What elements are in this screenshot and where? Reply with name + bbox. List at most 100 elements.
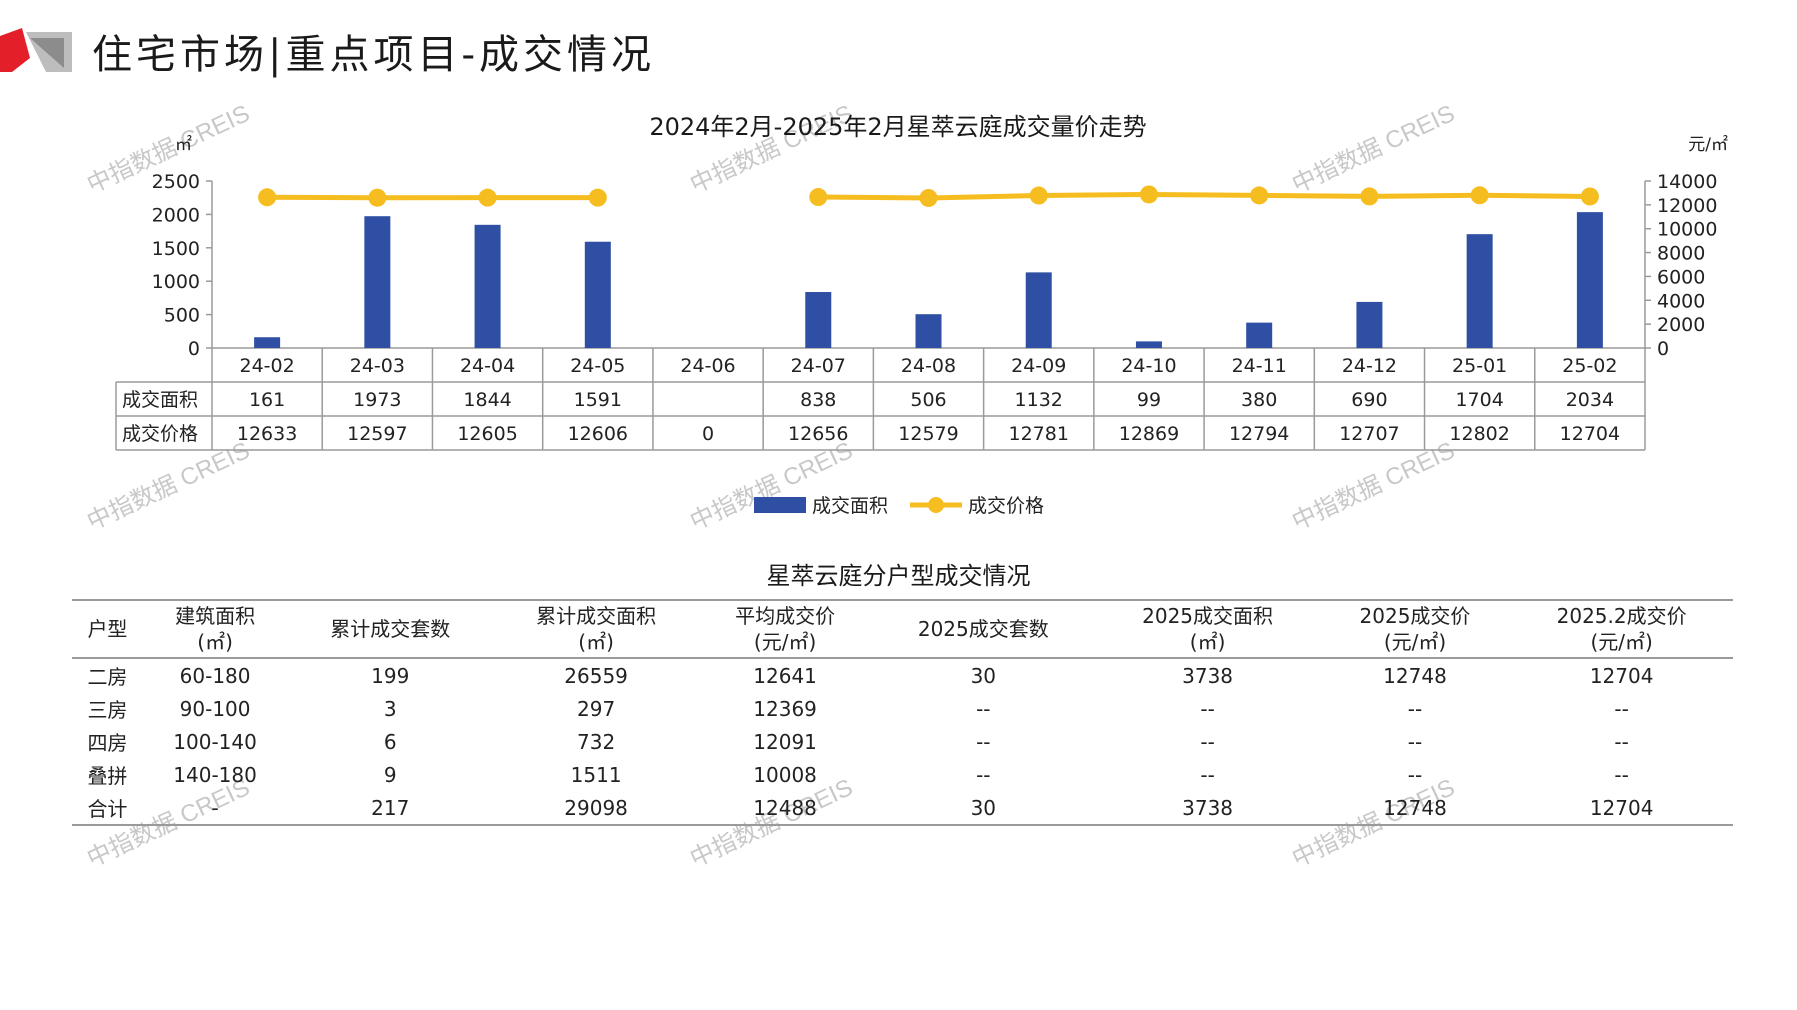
table-cell: 12748 (1319, 791, 1511, 826)
header-text: 2025成交面积 (1142, 604, 1274, 628)
x-tick-label: 24-05 (570, 355, 625, 377)
data-label: 12794 (1229, 423, 1289, 445)
price-point (809, 188, 828, 207)
x-tick-label: 24-03 (350, 355, 405, 377)
left-tick-label: 1000 (152, 271, 200, 293)
x-tick-label: 24-04 (460, 355, 515, 377)
table-row: 四房 100-140 6 732 12091 -- -- -- -- (72, 725, 1733, 758)
table-row: 合计 -217 29098 12488 30 3738 12748 12704 (72, 791, 1733, 826)
area-bar (254, 337, 281, 348)
right-tick-label: 0 (1657, 338, 1669, 360)
header-text: (㎡) (578, 630, 614, 654)
data-label: 2034 (1566, 389, 1614, 411)
header-text: (元/㎡) (1590, 630, 1653, 654)
data-label: 12869 (1119, 423, 1179, 445)
x-tick-label: 25-01 (1452, 355, 1507, 377)
table-cell: 12748 (1383, 663, 1447, 688)
left-tick-label: 2000 (152, 204, 200, 226)
right-tick-label: 4000 (1657, 290, 1705, 312)
price-point (919, 188, 938, 207)
table-cell: 217 (287, 791, 494, 826)
table-cell: 四房 (87, 731, 128, 755)
header-text: (㎡) (197, 630, 233, 654)
data-label: 12606 (568, 423, 628, 445)
area-bar (1025, 272, 1052, 348)
header-text: 2025.2成交价 (1556, 604, 1687, 628)
x-tick-label: 24-08 (901, 355, 956, 377)
right-axis-unit: 元/㎡ (1688, 135, 1728, 155)
table-cell: 199 (371, 663, 410, 688)
legend-bar-swatch (754, 497, 806, 513)
left-tick-label: 500 (164, 305, 200, 327)
table-cell: -- (1614, 696, 1629, 721)
table-cell: 9 (383, 762, 397, 787)
table-cell: 12488 (699, 791, 872, 826)
data-label: 161 (249, 389, 285, 411)
unit-table-title: 星萃云庭分户型成交情况 (766, 562, 1031, 590)
table-cell: 30 (871, 791, 1096, 826)
table-cell: -- (1407, 696, 1423, 721)
table-row: 二房 60-180 199 26559 12641 30 3738 12748 12704 (72, 658, 1733, 692)
area-bar (474, 224, 501, 348)
table-header-cell: 累计成交套数 (287, 599, 494, 659)
table-cell: -- (1614, 729, 1629, 754)
table-cell: -- (1200, 729, 1215, 754)
table-header-cell: 户型 (72, 599, 143, 659)
chart-title: 2024年2月-2025年2月星萃云庭成交量价走势 (649, 113, 1146, 141)
table-cell: 26559 (564, 663, 628, 688)
right-tick-label: 12000 (1657, 195, 1717, 217)
table-cell: -- (1407, 729, 1423, 754)
price-point (1360, 187, 1379, 206)
header-text: 户型 (87, 617, 128, 641)
header-text: 累计成交套数 (330, 617, 451, 641)
area-bar (915, 314, 942, 348)
table-cell: 3738 (1095, 791, 1320, 826)
table-cell: -- (1407, 762, 1423, 787)
table-cell: 二房 (87, 665, 128, 689)
x-tick-label: 24-09 (1011, 355, 1066, 377)
page-header: 住宅市场|重点项目-成交情况 (0, 22, 800, 78)
header-text: 平均成交价 (735, 604, 836, 628)
table-cell: 732 (577, 729, 616, 754)
table-row-header: 成交价格 (122, 423, 198, 445)
data-label: 1844 (463, 389, 511, 411)
table-cell: 30 (970, 663, 997, 688)
table-cell: 140-180 (173, 762, 257, 787)
table-cell: 6 (383, 729, 397, 754)
data-label: 1704 (1455, 389, 1503, 411)
table-cell: 12091 (753, 729, 817, 754)
table-cell: 三房 (87, 698, 128, 722)
price-point (1580, 187, 1599, 206)
price-point (1470, 186, 1489, 205)
unit-type-table: 户型 建筑面积 (㎡) 累计成交套数 累计成交面积 (㎡) 平均成交价 (元/㎡) 2025成交… (72, 599, 1733, 826)
header-text: (元/㎡) (753, 630, 817, 654)
table-cell: -- (976, 762, 991, 787)
x-tick-label: 24-11 (1232, 355, 1287, 377)
header-text: 建筑面积 (175, 604, 256, 628)
table-header-cell: 2025成交价 (元/㎡) (1319, 599, 1511, 659)
right-tick-label: 14000 (1657, 171, 1717, 193)
table-row: 三房 90-100 3 297 12369 -- -- -- -- (72, 692, 1733, 725)
data-label: 12597 (347, 423, 407, 445)
table-cell: -- (976, 729, 991, 754)
table-cell: -- (1200, 696, 1215, 721)
header-text: 累计成交面积 (536, 604, 657, 628)
data-label: 12633 (237, 423, 297, 445)
area-bar (584, 241, 611, 348)
table-cell: 10008 (753, 762, 817, 787)
data-label: 1132 (1015, 389, 1063, 411)
price-point (478, 188, 497, 207)
price-point (368, 188, 387, 207)
area-bar (1246, 322, 1273, 348)
table-header-cell: 平均成交价 (元/㎡) (699, 599, 872, 659)
area-bar (1356, 301, 1383, 348)
data-label: 1973 (353, 389, 401, 411)
data-label: 99 (1137, 389, 1161, 411)
x-tick-label: 24-10 (1121, 355, 1176, 377)
table-cell: 12704 (1510, 791, 1733, 826)
data-label: 12781 (1009, 423, 1069, 445)
right-tick-label: 2000 (1657, 314, 1705, 336)
table-cell: 3 (383, 696, 397, 721)
left-tick-label: 1500 (152, 238, 200, 260)
table-cell: 合计 (72, 791, 143, 826)
